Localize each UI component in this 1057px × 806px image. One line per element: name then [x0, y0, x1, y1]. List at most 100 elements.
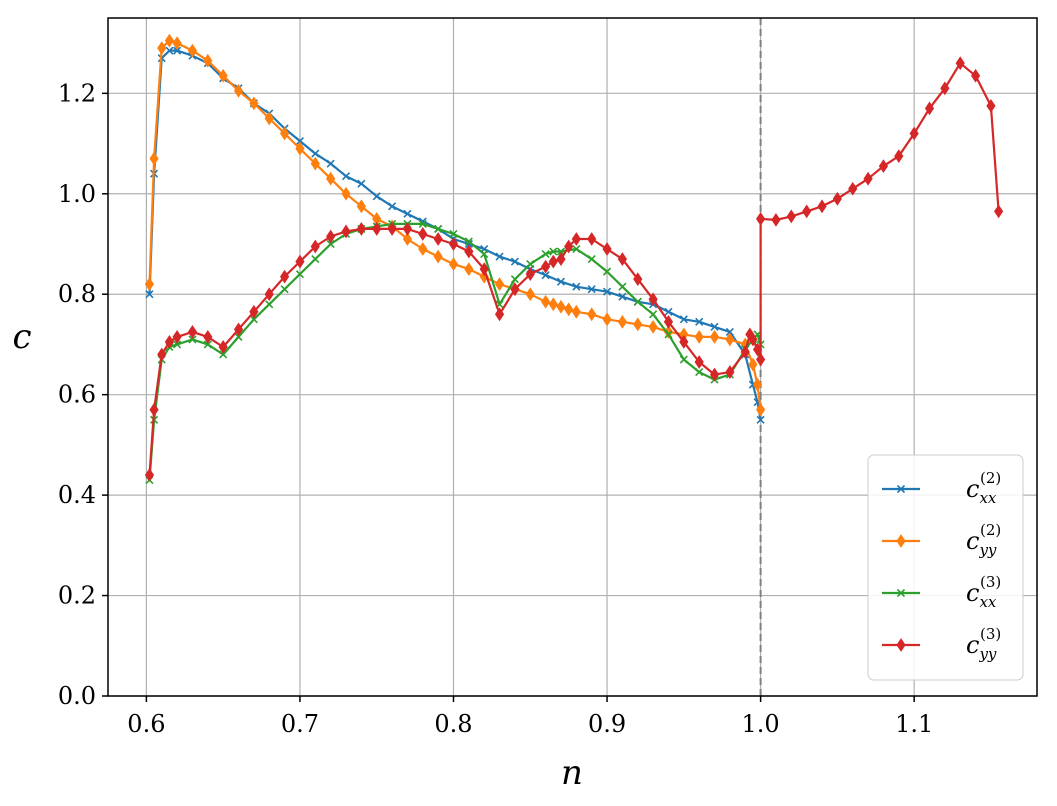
series-2	[144, 33, 766, 417]
data-point	[449, 229, 458, 239]
data-point	[387, 222, 397, 236]
data-point	[752, 342, 763, 357]
data-point	[970, 68, 981, 83]
data-point	[756, 352, 766, 367]
data-point	[940, 81, 950, 96]
data-point	[464, 262, 474, 277]
y-tick-label: 0.2	[58, 582, 96, 610]
data-point	[564, 239, 574, 254]
legend-item: cyy(2)	[882, 521, 1001, 559]
data-point	[279, 126, 290, 141]
series-line	[148, 39, 762, 410]
data-point	[525, 287, 535, 302]
data-point	[894, 149, 904, 164]
data-point	[372, 192, 381, 201]
x-tick-label: 0.6	[127, 710, 165, 738]
data-point	[433, 249, 443, 264]
data-point	[464, 244, 474, 259]
data-point	[617, 252, 628, 266]
data-point	[994, 204, 1004, 219]
data-point	[341, 224, 351, 239]
y-tick-label: 1.2	[58, 79, 96, 107]
data-point	[863, 171, 873, 186]
data-point	[802, 204, 812, 219]
data-point	[549, 247, 558, 256]
x-axis-ticks: 0.6 0.7 0.8 0.9 1.0 1.1	[127, 696, 933, 738]
data-point	[433, 232, 443, 246]
data-point	[311, 255, 320, 264]
data-point	[402, 222, 413, 236]
data-point	[326, 229, 336, 244]
data-point	[249, 96, 259, 111]
data-point	[725, 327, 734, 336]
data-point	[602, 267, 612, 276]
data-point	[172, 36, 182, 51]
data-point	[326, 159, 335, 168]
data-point	[832, 191, 842, 206]
data-point	[402, 232, 413, 246]
x-tick-label: 0.9	[588, 710, 626, 738]
data-point	[510, 275, 519, 284]
data-point	[748, 357, 758, 372]
data-point	[165, 46, 174, 55]
data-point	[203, 330, 213, 344]
data-point	[571, 232, 581, 246]
data-point	[633, 317, 643, 332]
series-layer	[144, 33, 1004, 485]
data-point	[663, 314, 674, 329]
data-point	[356, 199, 366, 214]
data-point	[295, 270, 305, 279]
data-point	[541, 259, 551, 274]
legend-label: cxx(3)	[966, 573, 1001, 611]
data-point	[187, 324, 198, 339]
data-point	[556, 252, 566, 266]
y-tick-label: 0.6	[58, 381, 96, 409]
data-point	[725, 332, 735, 347]
y-axis-ticks: 0.0 0.2 0.4 0.6 0.8 1.0 1.2	[58, 79, 108, 710]
data-point	[695, 317, 704, 326]
x-tick-label: 0.8	[434, 710, 472, 738]
data-point	[173, 340, 182, 349]
legend-item: cxx(3)	[882, 573, 1001, 611]
data-point	[649, 310, 658, 319]
data-point	[541, 294, 551, 309]
data-point	[548, 254, 558, 269]
data-point	[510, 257, 519, 266]
data-point	[709, 367, 720, 382]
data-point	[725, 365, 735, 379]
data-point	[249, 304, 259, 319]
data-point	[264, 111, 274, 126]
data-point	[695, 368, 704, 377]
x-tick-label: 1.0	[742, 710, 780, 738]
data-point	[295, 254, 305, 269]
data-point	[164, 335, 175, 349]
data-point	[157, 41, 167, 56]
data-point	[587, 307, 597, 322]
data-point	[218, 68, 228, 83]
legend-marker	[896, 588, 906, 598]
data-point	[149, 402, 159, 417]
x-tick-label: 0.7	[281, 710, 319, 738]
legend-marker	[896, 534, 906, 548]
data-point	[448, 257, 459, 271]
data-point	[648, 292, 658, 307]
y-tick-label: 0.0	[58, 682, 96, 710]
data-point	[786, 209, 796, 224]
legend-marker	[896, 484, 906, 494]
data-point	[986, 98, 996, 113]
legend-label: cyy(2)	[966, 521, 1001, 559]
data-point	[548, 297, 558, 312]
series-line	[148, 222, 762, 481]
data-point	[448, 237, 459, 251]
data-point	[341, 172, 351, 181]
legend-box	[867, 454, 1024, 681]
data-point	[418, 227, 428, 241]
data-point	[403, 209, 412, 218]
data-point	[219, 350, 228, 359]
data-point	[633, 272, 643, 287]
data-point	[541, 271, 550, 280]
data-point	[526, 260, 535, 269]
data-point	[648, 319, 658, 334]
data-point	[694, 355, 704, 369]
